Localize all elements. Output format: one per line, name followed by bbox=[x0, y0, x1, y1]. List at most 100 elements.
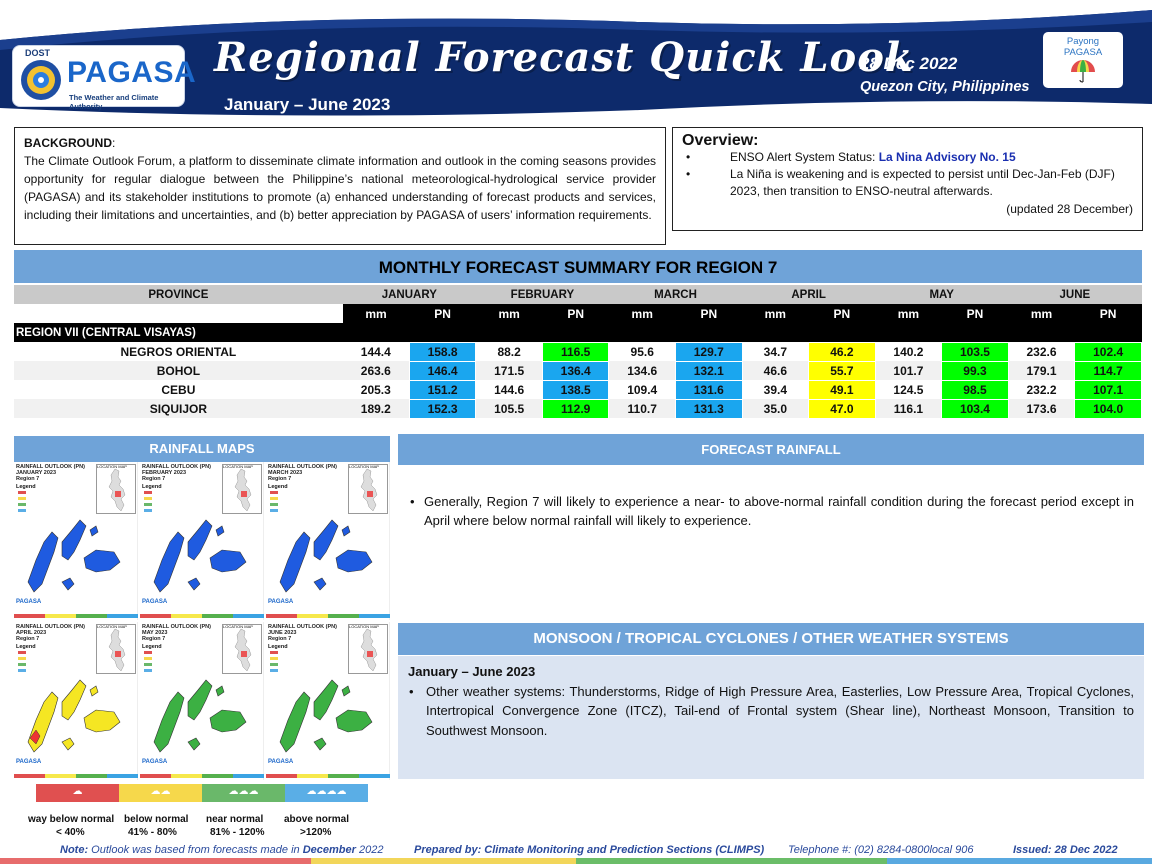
legend-swatch bbox=[18, 491, 26, 494]
rainfall-map-card[interactable]: RAINFALL OUTLOOK (PN) JANUARY 2023 Regio… bbox=[14, 462, 138, 620]
unit-mm-header: mm bbox=[742, 304, 809, 323]
mm-value: 110.7 bbox=[608, 399, 676, 418]
table-row: SIQUIJOR 189.2 152.3 105.5 112.9 110.7 131.3 35… bbox=[14, 398, 1142, 419]
location-map-label: LOCATION MAP bbox=[349, 464, 379, 469]
pn-value: 103.5 bbox=[941, 341, 1009, 362]
pn-value: 46.2 bbox=[808, 341, 876, 362]
footer-prepared-by: Prepared by: Climate Monitoring and Pred… bbox=[414, 844, 765, 856]
map-month: FEBRUARY 2023 bbox=[142, 470, 187, 476]
map-legend-label: Legend bbox=[142, 484, 162, 490]
map-color-strip bbox=[266, 774, 390, 778]
mm-value: 46.6 bbox=[742, 361, 809, 380]
legend-swatch bbox=[18, 503, 26, 506]
province-name: CEBU bbox=[14, 380, 343, 399]
map-legend-label: Legend bbox=[268, 644, 288, 650]
pn-value: 129.7 bbox=[675, 341, 743, 362]
rainfall-scale-segment: ☁☁ bbox=[119, 784, 202, 802]
location-inset-map bbox=[96, 624, 136, 674]
legend-swatch bbox=[144, 669, 152, 672]
map-title-line: RAINFALL OUTLOOK (PN) bbox=[16, 464, 85, 470]
month-header: MARCH bbox=[608, 285, 743, 304]
footer-color-strip bbox=[0, 858, 1152, 864]
rainfall-map-card[interactable]: RAINFALL OUTLOOK (PN) MAY 2023 Region 7 … bbox=[140, 622, 264, 780]
banner-background bbox=[0, 0, 1152, 120]
map-title-line: RAINFALL OUTLOOK (PN) bbox=[16, 624, 85, 630]
overview-section: Overview: • ENSO Alert System Status: La… bbox=[672, 127, 1143, 231]
map-region: Region 7 bbox=[268, 476, 292, 482]
map-region: Region 7 bbox=[142, 636, 166, 642]
unit-mm-header: mm bbox=[342, 304, 410, 323]
rainfall-scale-bar: ☁ ☁☁ ☁☁☁ ☁☁☁☁ bbox=[36, 784, 368, 802]
scale-range: < 40% bbox=[56, 827, 85, 838]
la-nina-advisory-link[interactable]: La Nina Advisory No. 15 bbox=[878, 150, 1016, 164]
unit-pn-header: PN bbox=[409, 304, 476, 323]
map-title-line: RAINFALL OUTLOOK (PN) bbox=[142, 624, 211, 630]
pagasa-logo[interactable]: DOST PAGASA The Weather and Climate Auth… bbox=[12, 45, 196, 111]
region-row: REGION VII (CENTRAL VISAYAS) bbox=[14, 323, 1142, 342]
location-inset-map bbox=[348, 464, 388, 514]
map-title: RAINFALL OUTLOOK (PN) MARCH 2023 Region … bbox=[268, 464, 337, 482]
rainfall-map-card[interactable]: RAINFALL OUTLOOK (PN) MARCH 2023 Region … bbox=[266, 462, 390, 620]
mm-value: 144.6 bbox=[475, 380, 543, 399]
mm-value: 173.6 bbox=[1008, 399, 1075, 418]
cloud-rain-icon: ☁☁☁☁ bbox=[306, 786, 347, 797]
region-cell bbox=[409, 323, 476, 342]
map-month: JANUARY 2023 bbox=[16, 470, 57, 476]
legend-swatch bbox=[144, 663, 152, 666]
location-inset-map bbox=[348, 624, 388, 674]
scale-category: near normal bbox=[206, 814, 264, 825]
monsoon-body: January – June 2023 • Other weather syst… bbox=[398, 656, 1144, 779]
umbrella-icon bbox=[1071, 60, 1095, 83]
legend-swatch bbox=[18, 651, 26, 654]
pn-value: 114.7 bbox=[1074, 360, 1142, 381]
map-month: JUNE 2023 bbox=[268, 630, 297, 636]
pn-value: 104.0 bbox=[1074, 398, 1142, 419]
legend-swatch bbox=[144, 509, 152, 512]
footer: Note: Outlook was based from forecasts m… bbox=[0, 844, 1152, 858]
legend-swatch bbox=[270, 657, 278, 660]
legend-swatch bbox=[144, 497, 152, 500]
rainfall-map-card[interactable]: RAINFALL OUTLOOK (PN) APRIL 2023 Region … bbox=[14, 622, 138, 780]
la-nina-text: La Niña is weakening and is expected to … bbox=[730, 167, 1115, 198]
region-cell bbox=[608, 323, 676, 342]
overview-item-enso: • ENSO Alert System Status: La Nina Advi… bbox=[682, 149, 1133, 166]
rainfall-map-card[interactable]: RAINFALL OUTLOOK (PN) JUNE 2023 Region 7… bbox=[266, 622, 390, 780]
forecast-rainfall-text: Generally, Region 7 will likely to exper… bbox=[424, 494, 1134, 528]
table-header-months: PROVINCE JANUARY FEBRUARY MARCH APRIL MAY JUNE bbox=[14, 285, 1142, 304]
forecast-period: January – June 2023 bbox=[224, 95, 391, 114]
unit-pn-header: PN bbox=[542, 304, 609, 323]
unit-mm-header: mm bbox=[608, 304, 676, 323]
footer-telephone[interactable]: Telephone #: (02) 8284-0800local 906 bbox=[788, 844, 974, 856]
pn-value: 152.3 bbox=[408, 398, 477, 419]
region-cell bbox=[941, 323, 1009, 342]
pn-value: 112.9 bbox=[541, 398, 610, 419]
rainfall-scale-segment: ☁ bbox=[36, 784, 119, 802]
rainfall-map-card[interactable]: RAINFALL OUTLOOK (PN) FEBRUARY 2023 Regi… bbox=[140, 462, 264, 620]
map-legend-label: Legend bbox=[142, 644, 162, 650]
mm-value: 101.7 bbox=[875, 361, 942, 380]
pn-value: 158.8 bbox=[408, 341, 477, 362]
mm-value: 39.4 bbox=[742, 380, 809, 399]
pn-value: 47.0 bbox=[808, 398, 876, 419]
unit-spacer bbox=[14, 304, 343, 323]
legend-swatch bbox=[18, 497, 26, 500]
monthly-forecast-table: PROVINCE JANUARY FEBRUARY MARCH APRIL MAY JUNE… bbox=[14, 285, 1142, 419]
pn-value: 49.1 bbox=[808, 379, 876, 400]
cloud-rain-icon: ☁ bbox=[72, 786, 83, 797]
overview-list: • ENSO Alert System Status: La Nina Advi… bbox=[682, 149, 1133, 200]
map-color-strip bbox=[140, 614, 264, 618]
location-map-label: LOCATION MAP bbox=[349, 624, 379, 629]
rainfall-maps-heading: RAINFALL MAPS bbox=[14, 436, 390, 462]
mm-value: 116.1 bbox=[875, 399, 942, 418]
map-region: Region 7 bbox=[142, 476, 166, 482]
location-map-label: LOCATION MAP bbox=[223, 464, 253, 469]
payong-pagasa-logo[interactable]: Payong PAGASA bbox=[1043, 32, 1123, 88]
philippines-outline-icon bbox=[234, 628, 252, 672]
rainfall-scale-label: above normal >120% bbox=[284, 813, 349, 839]
summary-title: MONTHLY FORECAST SUMMARY FOR REGION 7 bbox=[14, 250, 1142, 283]
pn-value: 146.4 bbox=[408, 360, 477, 381]
philippines-outline-icon bbox=[108, 468, 126, 512]
bullet-icon: • bbox=[409, 683, 414, 699]
legend-swatch bbox=[18, 669, 26, 672]
map-color-strip bbox=[14, 774, 138, 778]
